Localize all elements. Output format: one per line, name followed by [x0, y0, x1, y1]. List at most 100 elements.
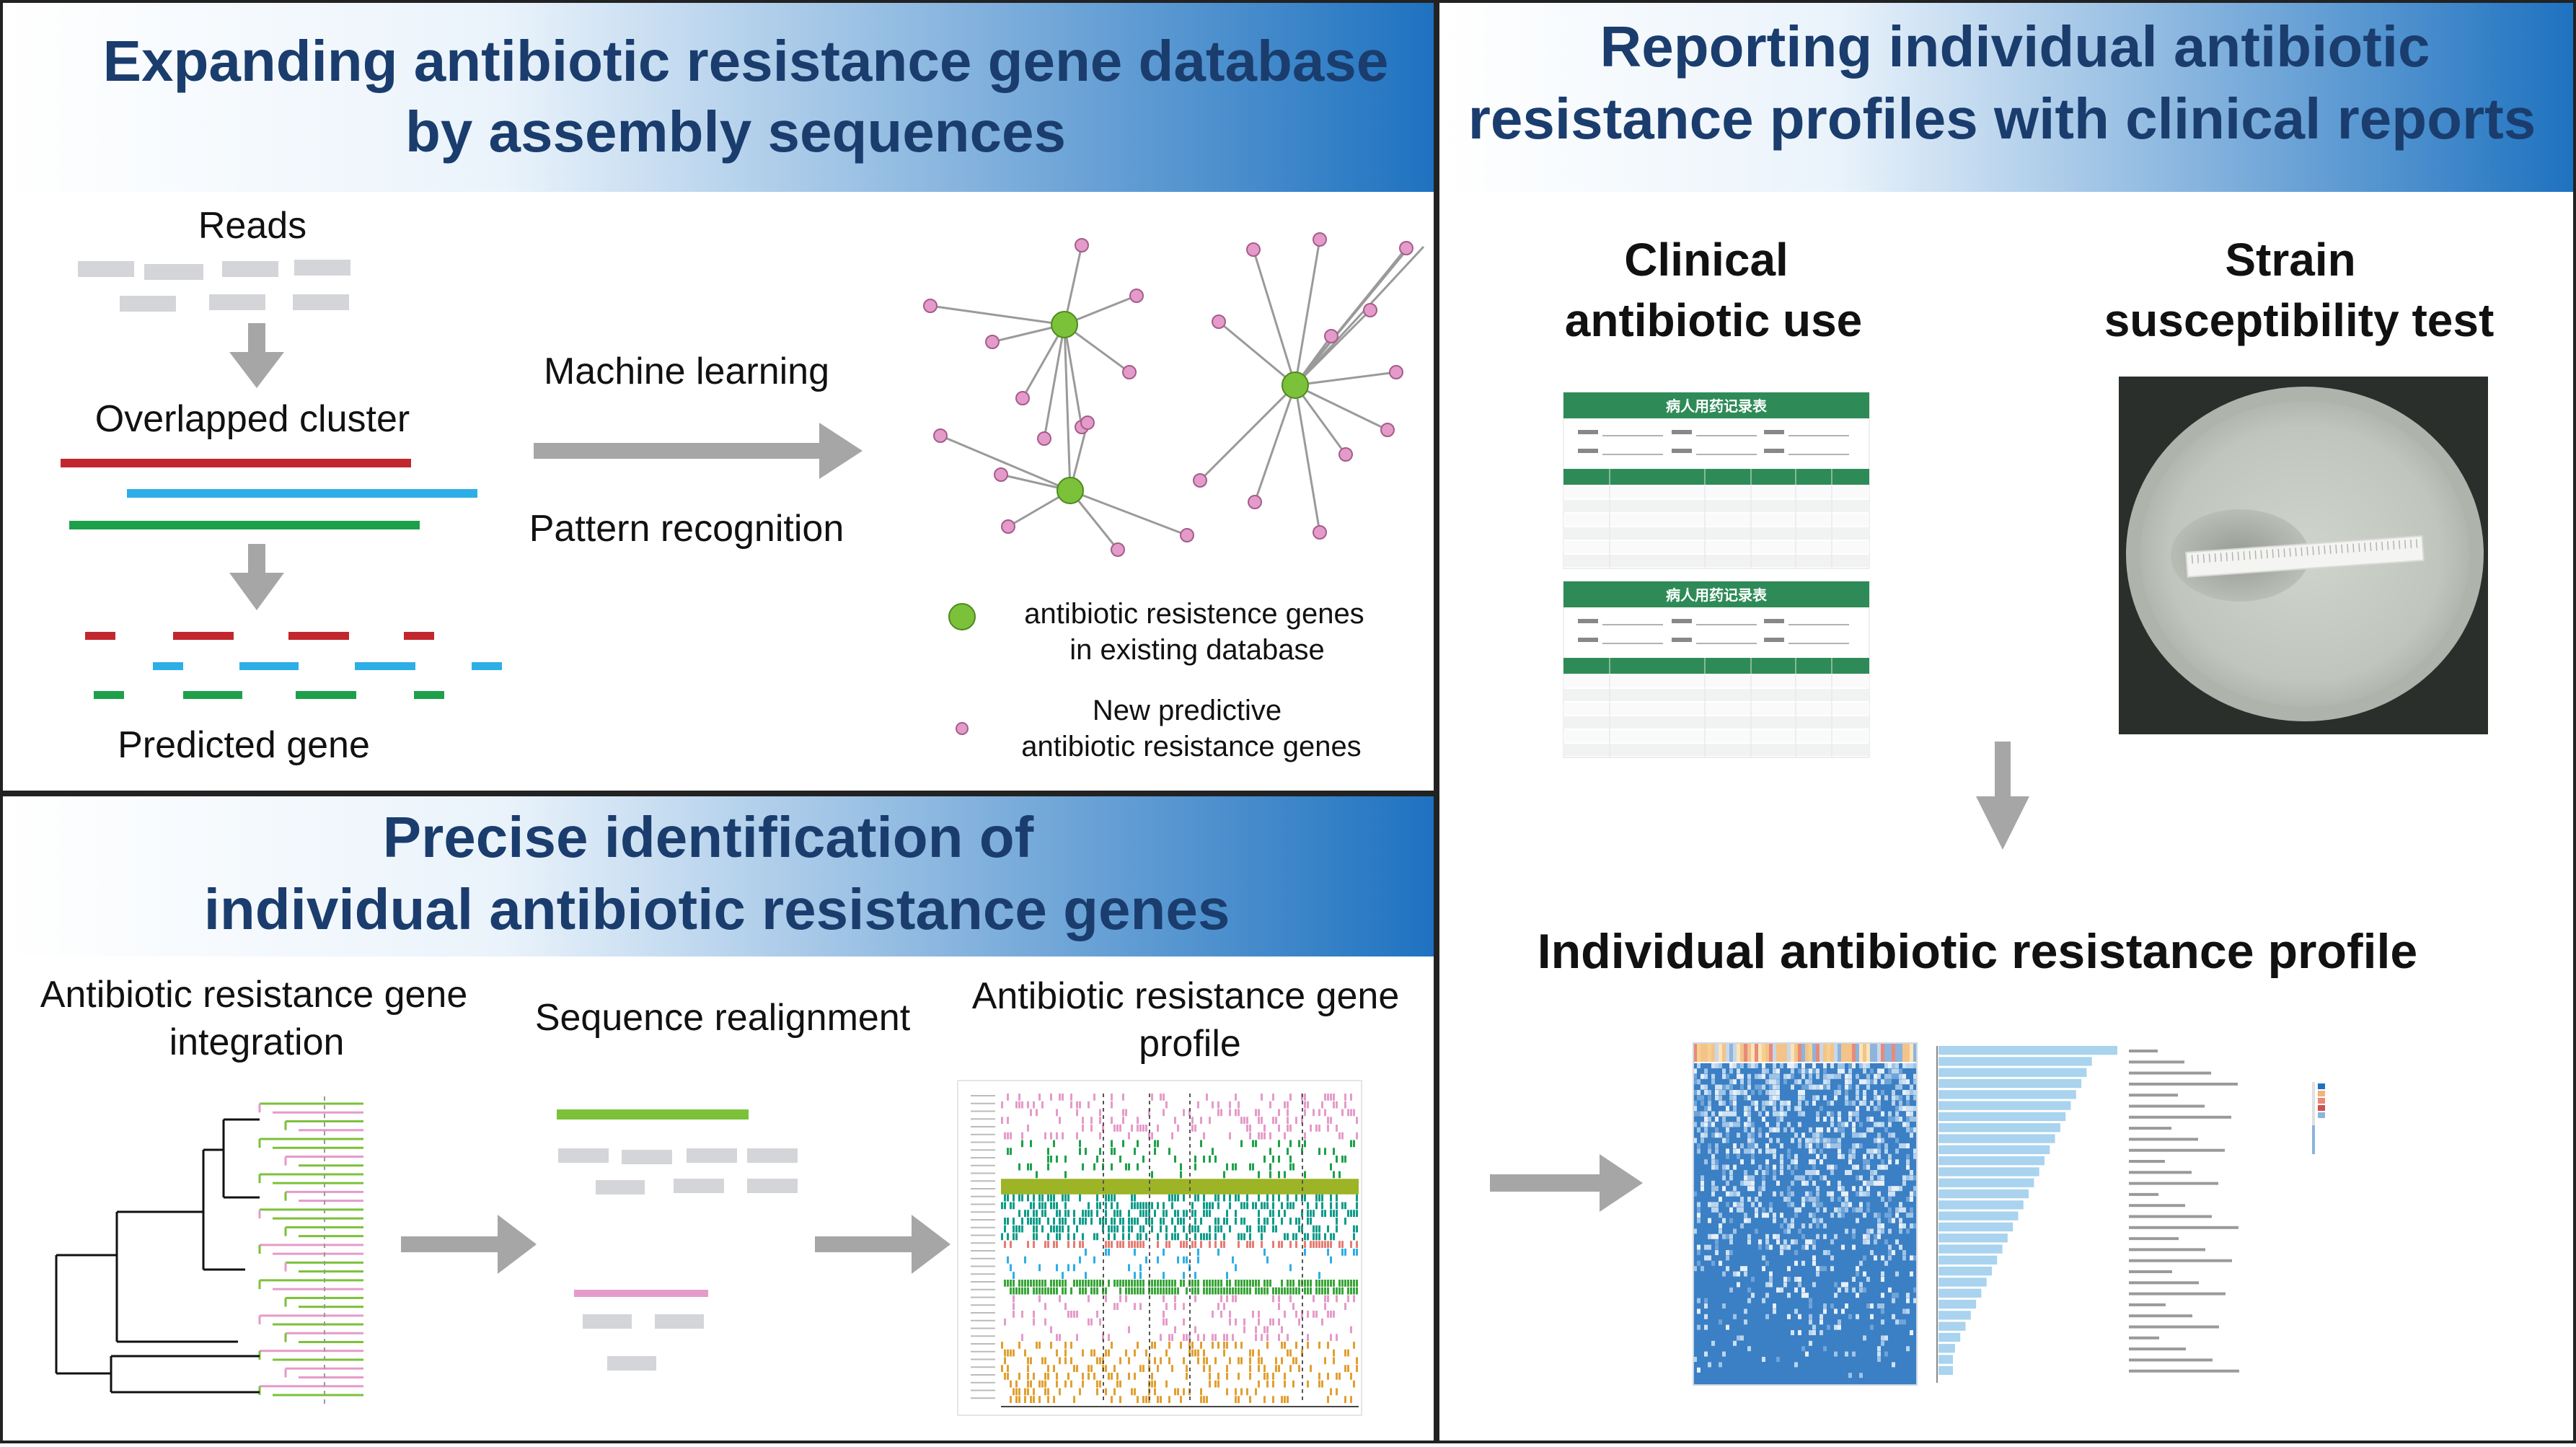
heatmap-cell	[1913, 1153, 1917, 1159]
profile-cell	[1336, 1373, 1338, 1380]
heatmap-cell	[1798, 1207, 1801, 1213]
heatmap-cell	[1816, 1218, 1819, 1223]
heatmap-cell	[1697, 1079, 1701, 1085]
profile-cell	[1272, 1373, 1274, 1380]
profile-cell	[1203, 1365, 1205, 1372]
profile-cell	[1281, 1357, 1283, 1365]
profile-cell	[1289, 1280, 1292, 1287]
heatmap-cell	[1863, 1191, 1866, 1197]
heatmap-cell	[1715, 1117, 1719, 1122]
profile-cell	[1128, 1233, 1130, 1241]
profile-cell	[1013, 1311, 1015, 1318]
heatmap-cell	[1838, 1138, 1841, 1143]
heatmap-cell	[1765, 1111, 1769, 1117]
existing-gene-hub	[1057, 477, 1084, 504]
row-label	[971, 1242, 995, 1244]
heatmap-cell	[1863, 1255, 1866, 1261]
heatmap-cell	[1910, 1330, 1913, 1335]
heatmap-cell	[1776, 1090, 1780, 1095]
profile-cell	[1353, 1233, 1355, 1241]
heatmap-cell	[1863, 1159, 1866, 1165]
profile-cell	[1240, 1388, 1243, 1396]
heatmap-cell	[1719, 1084, 1722, 1090]
profile-cell	[1206, 1202, 1208, 1210]
profile-cell	[1079, 1287, 1081, 1295]
profile-cell	[1266, 1326, 1269, 1334]
heatmap-cell	[1827, 1138, 1830, 1143]
heatmap-cell	[1765, 1260, 1769, 1266]
heatmap-annotation-cell	[1719, 1043, 1722, 1062]
profile-cell	[1315, 1125, 1318, 1132]
heatmap-cell	[1856, 1271, 1859, 1277]
heatmap-cell	[1747, 1186, 1751, 1192]
profile-cell	[1163, 1272, 1165, 1279]
form-table-row	[1563, 703, 1869, 715]
heatmap-cell	[1751, 1186, 1755, 1192]
heatmap-cell	[1845, 1202, 1848, 1208]
profile-cell	[1344, 1249, 1346, 1256]
heatmap-cell	[1892, 1095, 1895, 1101]
profile-cell	[1197, 1349, 1199, 1357]
profile-cell	[1076, 1280, 1078, 1287]
heatmap-cell	[1719, 1063, 1722, 1068]
profile-cell	[1313, 1311, 1315, 1318]
profile-cell	[1030, 1396, 1032, 1403]
profile-cell	[1206, 1357, 1208, 1365]
profile-cell	[1350, 1109, 1352, 1117]
profile-cell	[1021, 1101, 1023, 1109]
heatmap-cell	[1852, 1351, 1856, 1357]
heatmap-cell	[1701, 1122, 1704, 1127]
heatmap-cell	[1711, 1153, 1715, 1159]
heatmap-cell	[1783, 1282, 1787, 1288]
right-arrow-ml	[534, 423, 863, 479]
heatmap-cell	[1747, 1084, 1751, 1090]
heatmap-cell	[1798, 1138, 1801, 1143]
heatmap-cell	[1729, 1084, 1733, 1090]
profile-cell	[1330, 1280, 1332, 1287]
bar	[1938, 1365, 1953, 1375]
profile-cell	[1001, 1202, 1003, 1210]
heatmap-cell	[1899, 1319, 1902, 1325]
heatmap-cell	[1708, 1090, 1711, 1095]
heatmap-cell	[1715, 1239, 1719, 1245]
profile-cell	[1278, 1241, 1280, 1248]
heatmap-cell	[1798, 1228, 1801, 1234]
heatmap-cell	[1902, 1180, 1906, 1186]
heatmap-cell	[1794, 1079, 1798, 1085]
profile-cell	[1007, 1218, 1009, 1225]
profile-cell	[1229, 1357, 1231, 1365]
heatmap-cell	[1773, 1148, 1776, 1154]
network-edge	[1294, 239, 1321, 386]
heatmap-cell	[1765, 1213, 1769, 1218]
heatmap-cell	[1827, 1111, 1830, 1117]
heatmap-cell	[1776, 1138, 1780, 1143]
profile-cell	[1139, 1365, 1142, 1372]
heatmap-cell	[1693, 1068, 1697, 1074]
profile-cell	[1347, 1210, 1349, 1217]
predicted-gene-node	[1389, 365, 1403, 379]
heatmap-cell	[1704, 1073, 1708, 1079]
heatmap-cell	[1848, 1148, 1852, 1154]
profile-cell	[1033, 1388, 1035, 1396]
heatmap-cell	[1737, 1068, 1740, 1074]
heatmap-cell	[1693, 1266, 1697, 1272]
heatmap-cell	[1910, 1170, 1913, 1175]
profile-cell	[1315, 1225, 1318, 1233]
profile-cell	[1315, 1280, 1318, 1287]
existing-gene-hub	[1282, 371, 1309, 399]
profile-cell	[1341, 1156, 1344, 1163]
profile-cell	[1137, 1342, 1139, 1349]
profile-cell	[1333, 1210, 1335, 1217]
heatmap-cell	[1812, 1063, 1816, 1068]
bar	[1938, 1178, 2034, 1187]
profile-cell	[1307, 1287, 1309, 1295]
profile-cell	[1036, 1109, 1038, 1117]
heatmap-cell	[1895, 1095, 1899, 1101]
heatmap-cell	[1708, 1255, 1711, 1261]
profile-cell	[1209, 1202, 1211, 1210]
heatmap-cell	[1848, 1068, 1852, 1074]
profile-cell	[1021, 1132, 1023, 1140]
heatmap-cell	[1838, 1090, 1841, 1095]
heatmap-cell	[1755, 1084, 1758, 1090]
heatmap-cell	[1856, 1073, 1859, 1079]
